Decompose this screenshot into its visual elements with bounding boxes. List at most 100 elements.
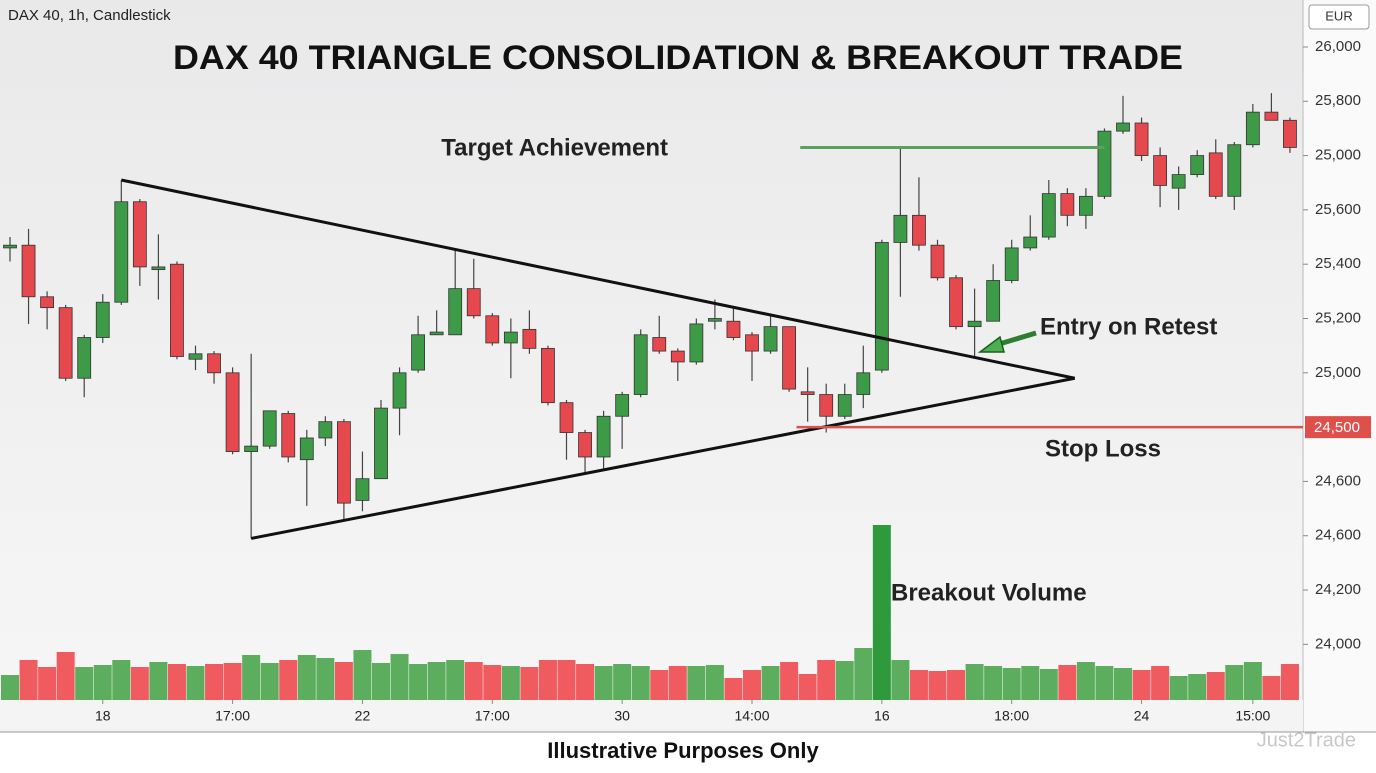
candle-body bbox=[1153, 155, 1167, 186]
volume-bar bbox=[854, 648, 873, 700]
x-tick-label: 14:00 bbox=[734, 708, 769, 724]
x-tick-label: 16 bbox=[874, 708, 890, 724]
x-tick-label: 22 bbox=[355, 708, 371, 724]
y-tick-label: 25,600 bbox=[1315, 201, 1361, 218]
candle-body bbox=[1041, 193, 1056, 238]
y-tick-label: 24,600 bbox=[1315, 527, 1361, 544]
candle-body bbox=[1060, 193, 1075, 216]
volume-bar bbox=[705, 665, 724, 700]
candle-body bbox=[429, 331, 444, 336]
candle-body bbox=[1134, 122, 1149, 156]
x-tick-label: 17:00 bbox=[215, 708, 250, 724]
volume-bar bbox=[520, 667, 539, 700]
volume-bar bbox=[112, 660, 131, 700]
volume-bar bbox=[928, 671, 947, 700]
volume-bar bbox=[149, 662, 168, 700]
volume-bar bbox=[538, 660, 557, 700]
volume-bar bbox=[483, 665, 502, 700]
candle-body bbox=[1208, 152, 1223, 197]
candle-body bbox=[170, 263, 184, 357]
candle-body bbox=[930, 244, 945, 279]
candle-body bbox=[1245, 111, 1260, 146]
volume-bar bbox=[93, 665, 112, 700]
volume-bar bbox=[947, 670, 966, 700]
currency-box bbox=[1308, 4, 1370, 30]
candle-body bbox=[652, 337, 667, 352]
volume-bar bbox=[872, 525, 891, 700]
volume-bar bbox=[965, 664, 984, 700]
y-tick-label: 26,000 bbox=[1315, 38, 1361, 55]
volume-bar bbox=[1058, 665, 1077, 700]
candle-body bbox=[207, 353, 221, 374]
candle-body bbox=[58, 307, 73, 379]
price-axis-panel bbox=[1303, 0, 1376, 732]
volume-bar bbox=[687, 666, 706, 700]
volume-bar bbox=[130, 667, 149, 700]
triangle-lower bbox=[250, 376, 1076, 540]
volume-bar bbox=[743, 670, 761, 700]
candle-body bbox=[448, 288, 463, 336]
candle-body bbox=[689, 323, 704, 363]
candle-body bbox=[355, 478, 370, 501]
candle-body bbox=[856, 372, 871, 395]
volume-bar bbox=[891, 660, 910, 700]
candle-body bbox=[912, 214, 926, 246]
volume-bar bbox=[761, 666, 780, 700]
candle-body bbox=[800, 391, 815, 395]
volume-bar bbox=[464, 662, 483, 700]
volume-bar bbox=[1095, 666, 1114, 700]
stop-price-label: 24,500 bbox=[1314, 419, 1360, 436]
y-tick-label: 24,200 bbox=[1315, 581, 1361, 598]
candle-body bbox=[1264, 111, 1279, 121]
volume-bar bbox=[1002, 668, 1021, 700]
candle-body bbox=[559, 402, 574, 433]
plot-background bbox=[0, 0, 1303, 700]
candle-body bbox=[485, 315, 500, 344]
candle-body bbox=[77, 337, 92, 379]
candle-body bbox=[874, 242, 889, 371]
volume-bar bbox=[409, 664, 428, 700]
x-tick-label: 17:00 bbox=[475, 708, 510, 724]
candle-body bbox=[1283, 119, 1297, 148]
candle-body bbox=[782, 326, 796, 390]
volume-bar bbox=[798, 674, 817, 700]
volume-bar bbox=[724, 678, 743, 700]
volume-bar bbox=[334, 662, 353, 700]
candle-body bbox=[374, 407, 388, 480]
y-tick-label: 25,200 bbox=[1315, 309, 1361, 326]
volume-bar bbox=[223, 663, 242, 700]
volume-bar bbox=[205, 664, 224, 700]
x-tick-label: 18:00 bbox=[994, 708, 1029, 724]
volume-bar bbox=[242, 655, 261, 700]
volume-bar bbox=[1225, 665, 1244, 700]
candle-body bbox=[596, 415, 611, 458]
volume-bar bbox=[1188, 674, 1207, 700]
candle-body bbox=[1190, 155, 1205, 175]
candle-body bbox=[541, 347, 555, 404]
candle-body bbox=[336, 421, 351, 504]
candle-body bbox=[1227, 144, 1242, 197]
candle-body bbox=[318, 421, 333, 439]
volume-bar bbox=[316, 658, 335, 700]
candle-body bbox=[745, 334, 759, 352]
volume-bar bbox=[353, 650, 372, 700]
volume-bar bbox=[19, 660, 38, 700]
candle-body bbox=[281, 413, 296, 458]
candle-body bbox=[986, 280, 1001, 322]
volume-bar bbox=[260, 663, 279, 700]
chart-title: DAX 40 TRIANGLE CONSOLIDATION & BREAKOUT… bbox=[173, 39, 1183, 77]
candle-body bbox=[411, 334, 426, 371]
candle-body bbox=[40, 296, 54, 309]
candle-body bbox=[114, 201, 129, 303]
volume-bar bbox=[909, 670, 928, 700]
stop-label: Stop Loss bbox=[1045, 435, 1161, 462]
x-tick-label: 30 bbox=[614, 708, 630, 724]
volume-bar bbox=[817, 660, 836, 700]
volume-bar bbox=[1243, 662, 1262, 700]
volume-bar bbox=[557, 660, 576, 700]
volume-bar bbox=[1280, 664, 1299, 700]
volume-bar bbox=[297, 655, 316, 700]
volume-bar bbox=[501, 666, 520, 700]
x-tick-label: 18 bbox=[95, 708, 111, 724]
volume-bar bbox=[75, 667, 94, 700]
